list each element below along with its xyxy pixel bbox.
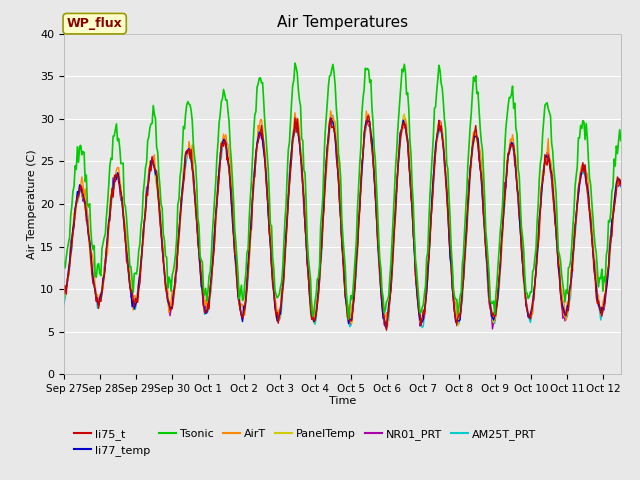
PanelTemp [519, 258, 527, 264]
Tsonic [606, 219, 614, 225]
Tsonic [345, 316, 353, 322]
AM25T_PRT [617, 184, 625, 190]
AirT [329, 114, 337, 120]
PanelTemp [324, 137, 332, 143]
li75_t [60, 290, 68, 296]
Line: AM25T_PRT: AM25T_PRT [64, 115, 621, 327]
Tsonic [617, 138, 625, 144]
Tsonic [291, 60, 299, 66]
NR01_PRT [328, 116, 335, 121]
AM25T_PRT [329, 112, 337, 118]
AirT [327, 108, 335, 114]
li77_temp [606, 246, 614, 252]
NR01_PRT [329, 117, 337, 123]
li75_t [362, 123, 369, 129]
AirT [362, 108, 370, 114]
li77_temp [329, 120, 337, 125]
li75_t [606, 250, 614, 255]
Legend: li75_t, li77_temp, Tsonic, AirT, PanelTemp, NR01_PRT, AM25T_PRT: li75_t, li77_temp, Tsonic, AirT, PanelTe… [70, 424, 541, 460]
li75_t [617, 180, 625, 185]
PanelTemp [392, 204, 399, 210]
Tsonic [394, 129, 401, 135]
AirT [60, 287, 68, 292]
AM25T_PRT [324, 142, 332, 148]
AM25T_PRT [519, 261, 527, 267]
AirT [384, 323, 392, 329]
PanelTemp [362, 125, 369, 131]
NR01_PRT [362, 121, 370, 127]
li77_temp [617, 180, 625, 186]
Text: WP_flux: WP_flux [67, 17, 122, 30]
PanelTemp [617, 181, 625, 187]
PanelTemp [328, 117, 335, 122]
PanelTemp [606, 254, 614, 260]
Line: NR01_PRT: NR01_PRT [64, 119, 621, 329]
li77_temp [60, 290, 68, 296]
Tsonic [326, 73, 333, 79]
Tsonic [329, 61, 337, 67]
Line: li75_t: li75_t [64, 116, 621, 330]
PanelTemp [454, 323, 461, 329]
li77_temp [362, 118, 370, 123]
NR01_PRT [393, 188, 401, 194]
NR01_PRT [324, 133, 332, 139]
AM25T_PRT [60, 301, 68, 307]
AirT [519, 240, 527, 246]
li75_t [394, 170, 401, 176]
li75_t [365, 113, 372, 119]
li77_temp [327, 115, 335, 121]
AM25T_PRT [419, 324, 426, 330]
NR01_PRT [519, 261, 527, 267]
PanelTemp [60, 296, 68, 301]
Line: AirT: AirT [64, 111, 621, 326]
li77_temp [394, 169, 401, 175]
AM25T_PRT [606, 258, 614, 264]
Tsonic [519, 234, 527, 240]
AirT [617, 180, 625, 186]
AM25T_PRT [328, 119, 335, 125]
AirT [324, 140, 332, 146]
li75_t [383, 327, 390, 333]
li77_temp [324, 136, 332, 142]
Tsonic [364, 66, 371, 72]
Line: li77_temp: li77_temp [64, 118, 621, 328]
NR01_PRT [488, 326, 496, 332]
NR01_PRT [617, 183, 625, 189]
NR01_PRT [60, 292, 68, 298]
li75_t [328, 125, 335, 131]
Y-axis label: Air Temperature (C): Air Temperature (C) [28, 149, 37, 259]
PanelTemp [401, 111, 408, 117]
Line: Tsonic: Tsonic [64, 63, 621, 319]
Line: PanelTemp: PanelTemp [64, 114, 621, 326]
AirT [606, 248, 614, 253]
AM25T_PRT [393, 196, 401, 202]
li75_t [519, 260, 527, 266]
li77_temp [519, 261, 527, 266]
NR01_PRT [606, 240, 614, 246]
X-axis label: Time: Time [329, 396, 356, 406]
AirT [394, 172, 401, 178]
li75_t [324, 131, 332, 137]
AM25T_PRT [362, 124, 370, 130]
li77_temp [383, 325, 390, 331]
Tsonic [60, 259, 68, 264]
Title: Air Temperatures: Air Temperatures [277, 15, 408, 30]
